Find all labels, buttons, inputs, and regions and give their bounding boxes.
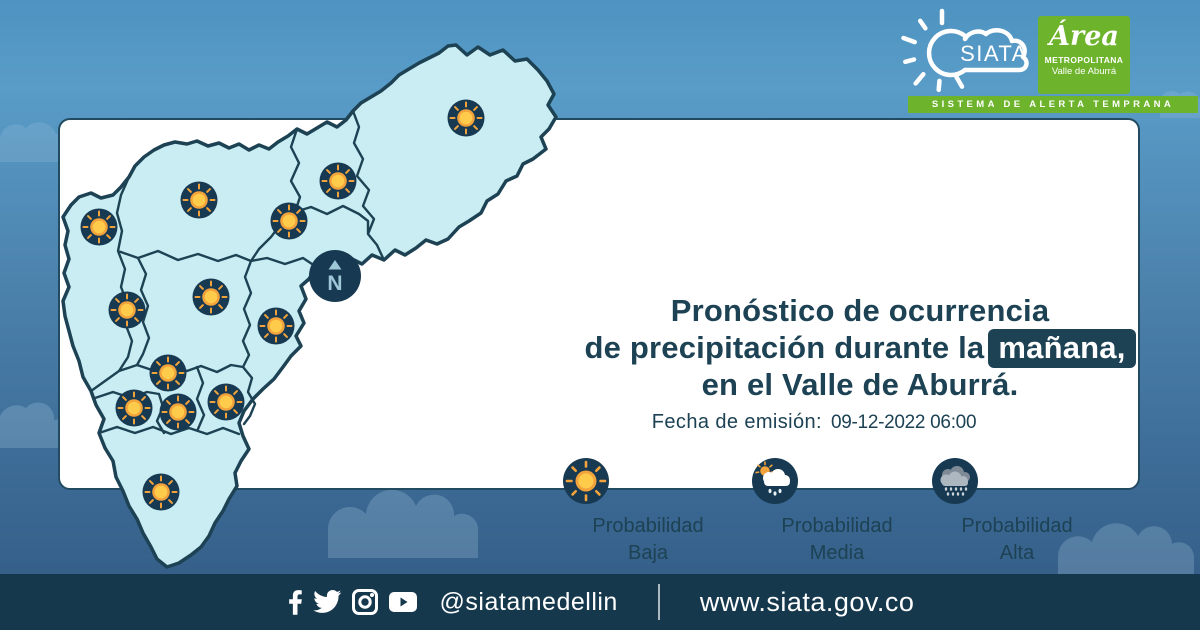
title-line-1: Pronóstico de ocurrencia [670,293,1050,328]
website-link[interactable]: www.siata.gov.co [699,586,915,617]
title-highlight-morning: mañana, [988,329,1136,368]
title-line-3: en el Valle de Aburrá. [701,367,1019,402]
emission-date-value: 09-12-2022 06:00 [831,412,977,433]
legend-item-low: Probabilidad Baja [563,458,733,567]
legend-label-high: Probabilidad Alta [961,515,1073,564]
amva-script-text: Área [1049,21,1119,52]
title-block: Pronóstico de ocurrencia de precipitació… [530,292,1190,434]
facebook-icon[interactable] [286,587,303,617]
siata-logo-text: SIATA [960,41,1028,66]
amva-line2: Valle de Aburrá [1051,66,1117,77]
amva-logo: Área METROPOLITANA Valle de Aburrá [1038,16,1130,94]
sun-rain-cloud-icon [752,458,798,504]
twitter-icon[interactable] [312,589,342,615]
siata-logo: SIATA [901,8,1029,93]
forecast-card: Pronóstico de ocurrencia de precipitació… [58,118,1140,564]
social-handle[interactable]: @siatamedellin [439,587,618,616]
social-icons [286,587,418,617]
emission-date-label: Fecha de emisión: [651,411,822,433]
instagram-icon[interactable] [351,588,379,616]
tagline-bar: SISTEMA DE ALERTA TEMPRANA [908,96,1198,113]
legend-label-low: Probabilidad Baja [592,515,704,564]
sun-icon [563,458,609,504]
legend-label-medium: Probabilidad Media [781,515,893,564]
amva-line1: METROPOLITANA [1044,55,1124,65]
legend-item-medium: Probabilidad Media [752,458,922,567]
rain-cloud-icon [932,458,978,504]
footer-bar: @siatamedellin www.siata.gov.co [0,574,1200,630]
legend-item-high: Probabilidad Alta [932,458,1102,567]
title-line-2: de precipitación durante la mañana, [530,329,1190,368]
tagline-text: SISTEMA DE ALERTA TEMPRANA [931,99,1175,110]
footer-divider [657,584,660,620]
title-line-2-text: de precipitación durante la [584,330,985,365]
cloud-shape [327,489,479,558]
cloud-outline [962,27,1029,73]
youtube-icon[interactable] [388,590,418,614]
emission-date-row: Fecha de emisión: 09-12-2022 06:00 [484,411,1144,434]
